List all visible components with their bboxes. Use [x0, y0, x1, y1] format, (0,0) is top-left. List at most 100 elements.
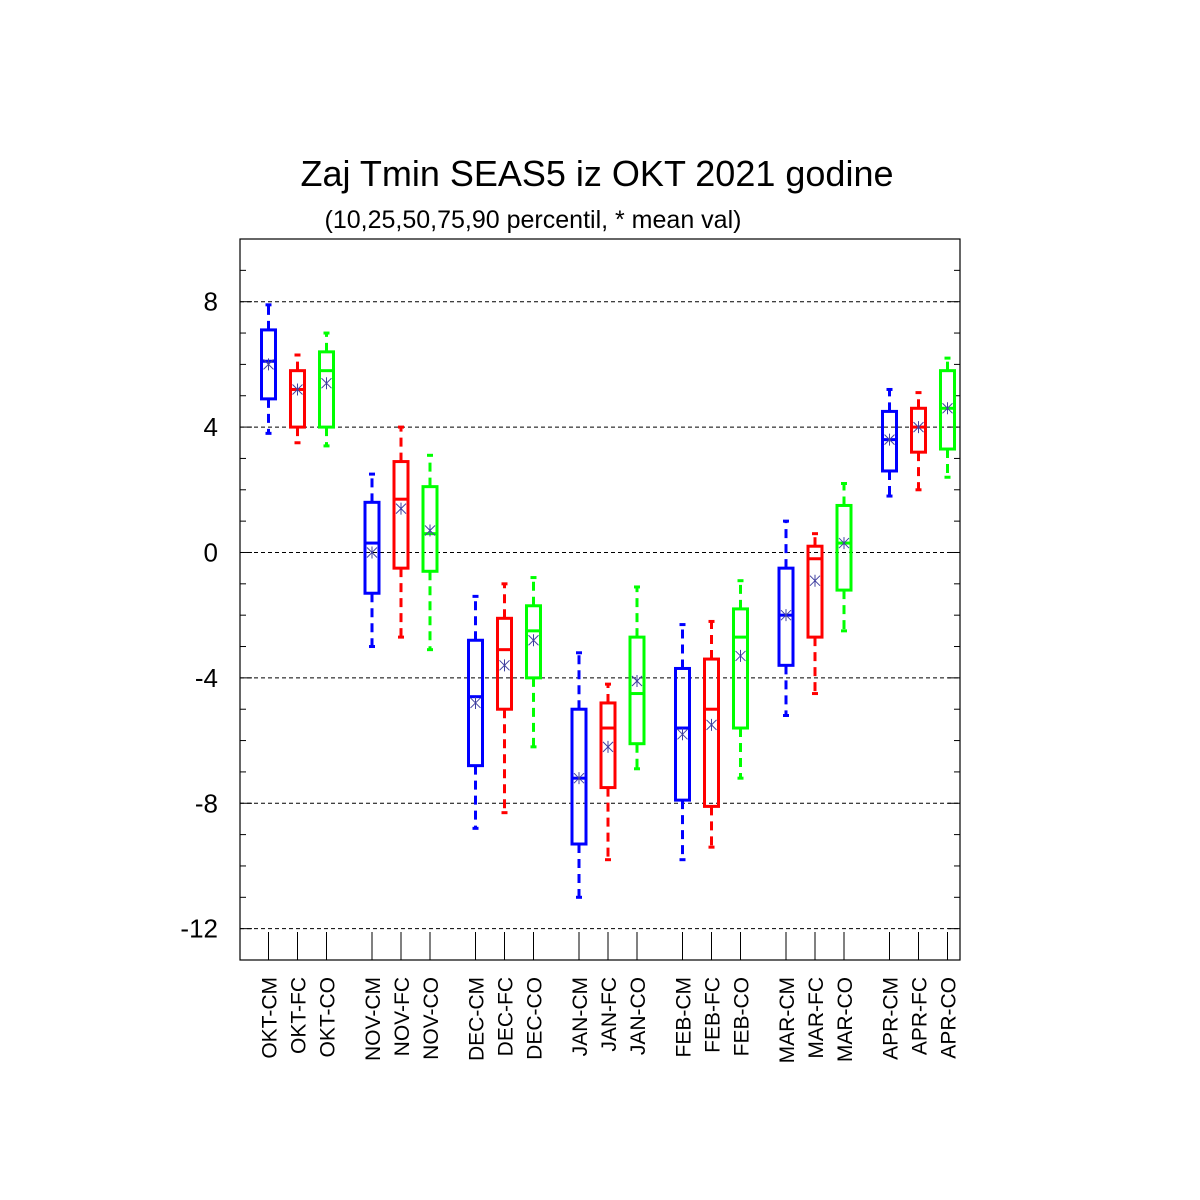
box-okt-co [318, 331, 335, 448]
box-jan-co [628, 585, 646, 771]
x-tick-label: FEB-FC [702, 977, 725, 1053]
box-dec-co [525, 576, 542, 749]
x-tick-label: MAR-CO [834, 977, 857, 1062]
mean-marker [470, 696, 481, 709]
iqr-box [421, 485, 439, 573]
box-apr-co [939, 356, 956, 479]
mean-marker [528, 634, 539, 647]
gridlines [240, 301, 960, 930]
x-tick-label: JAN-CO [627, 977, 650, 1055]
mean-marker [631, 675, 643, 688]
iqr-box [392, 460, 410, 570]
iqr-box [939, 369, 956, 451]
iqr-box [777, 566, 795, 667]
chart-title: Zaj Tmin SEAS5 iz OKT 2021 godine [301, 153, 894, 194]
iqr-box [260, 328, 277, 401]
box-series [260, 303, 956, 899]
y-tick-labels: 8 4 0 -4 -8 -12 [180, 287, 218, 944]
x-tick-label: JAN-FC [598, 977, 621, 1052]
iqr-box [703, 657, 720, 808]
box-mar-fc [806, 532, 824, 696]
x-tick-label: APR-CO [938, 977, 961, 1059]
mean-marker [263, 358, 274, 371]
mean-marker [838, 537, 850, 550]
mean-marker [735, 649, 746, 662]
y-tick-label: 4 [204, 412, 218, 442]
mean-marker [395, 502, 407, 515]
x-tick-label: NOV-CO [420, 977, 443, 1060]
x-tick-label: JAN-CM [569, 977, 592, 1056]
mean-marker [602, 740, 614, 753]
iqr-box [599, 701, 617, 790]
box-okt-cm [260, 303, 277, 435]
mean-marker [292, 383, 303, 396]
iqr-box [318, 350, 335, 429]
box-dec-fc [496, 582, 513, 815]
mean-marker [366, 546, 378, 559]
mean-marker [424, 524, 436, 537]
mean-marker [677, 728, 688, 741]
mean-marker [706, 718, 717, 731]
x-tick-label: MAR-FC [805, 977, 828, 1059]
mean-marker [499, 659, 510, 672]
x-tick-label: DEC-CM [466, 977, 489, 1061]
box-feb-cm [674, 623, 691, 862]
box-feb-co [732, 579, 749, 780]
box-jan-cm [570, 651, 588, 899]
iqr-box [628, 635, 646, 746]
x-tick-label: APR-FC [909, 977, 932, 1055]
iqr-box [363, 500, 381, 595]
plot-frame [239, 238, 961, 961]
x-tick-label: DEC-FC [495, 977, 518, 1056]
iqr-box [496, 616, 513, 711]
y-tick-label: -4 [195, 663, 218, 693]
chart-subtitle: (10,25,50,75,90 percentil, * mean val) [325, 206, 742, 234]
x-tick-label: NOV-FC [391, 977, 414, 1056]
box-nov-cm [363, 472, 381, 649]
mean-marker [809, 574, 821, 587]
x-tick-labels: OKT-CM OKT-FC OKT-CO NOV-CM NOV-FC NOV-CO DEC-… [259, 977, 961, 1063]
box-jan-fc [599, 682, 617, 862]
box-nov-fc [392, 425, 410, 639]
axis-ticks [240, 238, 960, 961]
iqr-box [835, 503, 853, 592]
mean-marker [942, 402, 953, 415]
x-tick-label: MAR-CM [776, 977, 799, 1063]
x-tick-label: FEB-CO [731, 977, 754, 1056]
mean-marker [573, 772, 585, 785]
y-tick-label: -8 [195, 788, 218, 818]
mean-marker [913, 421, 924, 434]
x-tick-label: FEB-CM [673, 977, 696, 1058]
box-mar-cm [777, 519, 795, 717]
box-okt-fc [289, 353, 306, 445]
x-tick-label: OKT-FC [288, 977, 311, 1054]
y-tick-label: 8 [204, 287, 218, 317]
y-tick-label: -12 [180, 914, 218, 944]
y-tick-label: 0 [204, 537, 218, 567]
x-tick-label: OKT-CM [259, 977, 282, 1059]
box-dec-cm [467, 594, 484, 830]
box-apr-fc [910, 391, 927, 492]
iqr-box [732, 607, 749, 730]
iqr-box [289, 369, 306, 429]
box-apr-cm [881, 387, 898, 498]
iqr-box [570, 707, 588, 846]
iqr-box [467, 638, 484, 768]
x-tick-label: NOV-CM [362, 977, 385, 1061]
box-mar-co [835, 482, 853, 633]
iqr-box [525, 604, 542, 680]
mean-marker [884, 433, 895, 446]
iqr-box [674, 666, 691, 802]
mean-marker [321, 377, 332, 390]
x-tick-label: OKT-CO [317, 977, 340, 1058]
box-nov-co [421, 453, 439, 652]
iqr-box [806, 544, 824, 639]
x-tick-label: APR-CM [880, 977, 903, 1060]
box-feb-fc [703, 619, 720, 849]
mean-marker [780, 609, 792, 622]
x-tick-label: DEC-CO [524, 977, 547, 1060]
iqr-box [910, 406, 927, 454]
iqr-box [881, 409, 898, 473]
